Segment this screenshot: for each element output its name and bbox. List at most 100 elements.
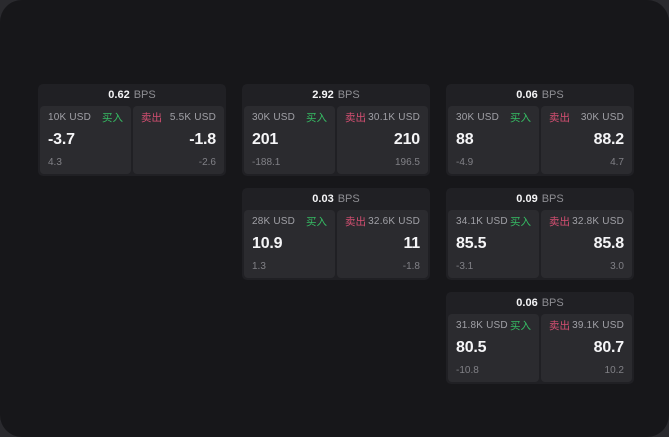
sell-price-tile[interactable]: 卖出 30.1K USD 210 196.5 — [337, 106, 428, 174]
sell-price-tile[interactable]: 卖出 32.8K USD 85.8 3.0 — [541, 210, 632, 278]
price-tiles: 28K USD 买入 10.9 1.3 卖出 32.6K USD 11 -1.8 — [244, 210, 428, 278]
sell-delta: -1.8 — [402, 260, 420, 272]
sell-tile-top: 卖出 32.8K USD — [549, 217, 624, 228]
quote-card-6: 0.06 BPS 31.8K USD 买入 80.5 -10.8 卖出 39.1… — [446, 292, 634, 384]
spread-header: 2.92 BPS — [242, 84, 430, 106]
sell-price-tile[interactable]: 卖出 32.6K USD 11 -1.8 — [337, 210, 428, 278]
price-tiles: 34.1K USD 买入 85.5 -3.1 卖出 32.8K USD 85.8… — [448, 210, 632, 278]
quote-card-2: 2.92 BPS 30K USD 买入 201 -188.1 卖出 30.1K … — [242, 84, 430, 176]
spread-value: 2.92 — [312, 89, 334, 101]
buy-price: 88 — [456, 131, 474, 149]
sell-price-tile[interactable]: 卖出 39.1K USD 80.7 10.2 — [541, 314, 632, 382]
buy-size: 34.1K USD — [456, 216, 508, 228]
buy-tile-top: 34.1K USD 买入 — [456, 217, 531, 228]
buy-price-tile[interactable]: 34.1K USD 买入 85.5 -3.1 — [448, 210, 539, 278]
spread-unit: BPS — [541, 89, 564, 101]
sell-price-tile[interactable]: 卖出 30K USD 88.2 4.7 — [541, 106, 632, 174]
buy-delta: 4.3 — [48, 156, 62, 168]
sell-delta: 3.0 — [610, 260, 624, 272]
buy-tile-top: 30K USD 买入 — [252, 113, 327, 124]
spread-header: 0.06 BPS — [446, 292, 634, 314]
spread-header: 0.03 BPS — [242, 188, 430, 210]
sell-side-label: 卖出 — [141, 112, 162, 124]
sell-price: 80.7 — [593, 339, 625, 357]
buy-delta: -10.8 — [456, 364, 479, 376]
spread-unit: BPS — [337, 89, 360, 101]
price-tiles: 30K USD 买入 88 -4.9 卖出 30K USD 88.2 4.7 — [448, 106, 632, 174]
buy-delta: -188.1 — [252, 156, 281, 168]
quote-cards-grid: 0.62 BPS 10K USD 买入 -3.7 4.3 卖出 5.5K USD — [38, 84, 634, 384]
spread-unit: BPS — [541, 297, 564, 309]
buy-price: 10.9 — [252, 235, 283, 253]
spread-value: 0.62 — [108, 89, 130, 101]
buy-price: 201 — [252, 131, 279, 149]
spread-unit: BPS — [133, 89, 156, 101]
sell-size: 32.8K USD — [572, 216, 624, 228]
buy-price-tile[interactable]: 28K USD 买入 10.9 1.3 — [244, 210, 335, 278]
sell-tile-top: 卖出 30K USD — [549, 113, 624, 124]
buy-size: 30K USD — [252, 112, 296, 124]
buy-price-tile[interactable]: 30K USD 买入 201 -188.1 — [244, 106, 335, 174]
buy-tile-top: 31.8K USD 买入 — [456, 321, 531, 332]
sell-side-label: 卖出 — [549, 320, 570, 332]
buy-delta: -3.1 — [456, 260, 474, 272]
sell-price: 88.2 — [593, 131, 625, 149]
sell-size: 5.5K USD — [169, 112, 216, 124]
buy-tile-top: 30K USD 买入 — [456, 113, 531, 124]
spread-value: 0.09 — [516, 193, 538, 205]
sell-delta: 10.2 — [604, 364, 624, 376]
buy-size: 28K USD — [252, 216, 296, 228]
sell-price-tile[interactable]: 卖出 5.5K USD -1.8 -2.6 — [133, 106, 224, 174]
sell-side-label: 卖出 — [549, 216, 570, 228]
quote-card-4: 0.03 BPS 28K USD 买入 10.9 1.3 卖出 32.6K US… — [242, 188, 430, 280]
spread-value: 0.03 — [312, 193, 334, 205]
sell-price: 11 — [403, 235, 420, 253]
quote-card-5: 0.09 BPS 34.1K USD 买入 85.5 -3.1 卖出 32.8K… — [446, 188, 634, 280]
buy-size: 30K USD — [456, 112, 500, 124]
price-tiles: 30K USD 买入 201 -188.1 卖出 30.1K USD 210 1… — [244, 106, 428, 174]
spread-header: 0.09 BPS — [446, 188, 634, 210]
sell-size: 30K USD — [580, 112, 624, 124]
sell-delta: 196.5 — [394, 156, 420, 168]
sell-size: 32.6K USD — [368, 216, 420, 228]
buy-price-tile[interactable]: 30K USD 买入 88 -4.9 — [448, 106, 539, 174]
spread-header: 0.06 BPS — [446, 84, 634, 106]
quote-card-3: 0.06 BPS 30K USD 买入 88 -4.9 卖出 30K USD — [446, 84, 634, 176]
sell-price: 85.8 — [593, 235, 625, 253]
buy-price-tile[interactable]: 10K USD 买入 -3.7 4.3 — [40, 106, 131, 174]
spread-unit: BPS — [541, 193, 564, 205]
buy-price-tile[interactable]: 31.8K USD 买入 80.5 -10.8 — [448, 314, 539, 382]
buy-side-label: 买入 — [510, 112, 531, 124]
buy-side-label: 买入 — [510, 216, 531, 228]
buy-delta: -4.9 — [456, 156, 474, 168]
price-tiles: 10K USD 买入 -3.7 4.3 卖出 5.5K USD -1.8 -2.… — [40, 106, 224, 174]
spread-header: 0.62 BPS — [38, 84, 226, 106]
buy-size: 31.8K USD — [456, 320, 508, 332]
sell-side-label: 卖出 — [345, 112, 366, 124]
buy-price: 85.5 — [456, 235, 487, 253]
spread-value: 0.06 — [516, 297, 538, 309]
buy-side-label: 买入 — [306, 112, 327, 124]
sell-price: -1.8 — [189, 131, 216, 149]
sell-tile-top: 卖出 5.5K USD — [141, 113, 216, 124]
spread-value: 0.06 — [516, 89, 538, 101]
buy-side-label: 买入 — [510, 320, 531, 332]
quote-card-1: 0.62 BPS 10K USD 买入 -3.7 4.3 卖出 5.5K USD — [38, 84, 226, 176]
sell-delta: 4.7 — [610, 156, 624, 168]
buy-tile-top: 10K USD 买入 — [48, 113, 123, 124]
spread-unit: BPS — [337, 193, 360, 205]
sell-tile-top: 卖出 32.6K USD — [345, 217, 420, 228]
sell-size: 30.1K USD — [368, 112, 420, 124]
buy-side-label: 买入 — [102, 112, 123, 124]
sell-tile-top: 卖出 39.1K USD — [549, 321, 624, 332]
price-tiles: 31.8K USD 买入 80.5 -10.8 卖出 39.1K USD 80.… — [448, 314, 632, 382]
buy-price: 80.5 — [456, 339, 487, 357]
sell-size: 39.1K USD — [572, 320, 624, 332]
sell-side-label: 卖出 — [549, 112, 570, 124]
sell-tile-top: 卖出 30.1K USD — [345, 113, 420, 124]
buy-size: 10K USD — [48, 112, 92, 124]
buy-delta: 1.3 — [252, 260, 266, 272]
buy-price: -3.7 — [48, 131, 75, 149]
buy-side-label: 买入 — [306, 216, 327, 228]
